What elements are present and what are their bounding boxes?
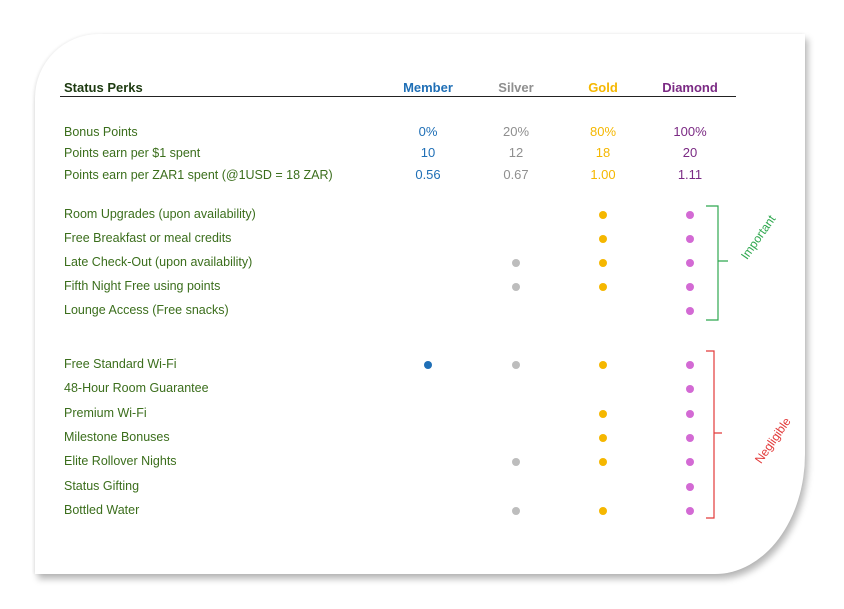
perk-dot-gold — [599, 283, 607, 291]
numeric-value-member: 10 — [420, 145, 436, 160]
perks-card — [35, 34, 805, 574]
perk-label: Elite Rollover Nights — [64, 454, 177, 469]
perk-dot-member — [424, 361, 432, 369]
perk-dot-diamond — [686, 433, 694, 442]
numeric-value-member: 0% — [418, 124, 438, 139]
perk-label: Status Gifting — [64, 478, 140, 493]
numeric-value-silver: 12 — [508, 145, 524, 160]
perk-dot-silver — [512, 259, 520, 267]
numeric-value-diamond: 1.11 — [677, 167, 703, 182]
numeric-row-label: Bonus Points — [64, 125, 138, 139]
perk-label: Lounge Access (Free snacks) — [64, 303, 229, 317]
perk-dot-gold — [599, 458, 607, 467]
numeric-value-silver: 0.67 — [503, 167, 529, 182]
perk-dot-diamond — [686, 283, 694, 291]
numeric-row-label: Points earn per ZAR1 spent (@1USD = 18 Z… — [64, 168, 333, 182]
perk-label: Late Check-Out (upon availability) — [64, 255, 253, 269]
perk-dot-gold — [599, 409, 607, 418]
perk-dot-diamond — [686, 458, 694, 467]
tier-diamond-header: Diamond — [662, 80, 718, 95]
perk-dot-diamond — [686, 385, 694, 394]
perk-dot-gold — [599, 506, 607, 515]
header-divider — [60, 96, 736, 97]
perk-dot-silver — [512, 283, 520, 291]
perk-dot-gold — [599, 235, 607, 243]
numeric-value-silver: 20% — [502, 124, 530, 139]
perk-dot-diamond — [686, 307, 694, 315]
perk-label: Milestone Bonuses — [64, 429, 170, 444]
perk-dot-diamond — [686, 361, 694, 369]
perk-label: Bottled Water — [64, 502, 140, 517]
tier-gold-header: Gold — [588, 80, 618, 95]
perk-label: 48-Hour Room Guarantee — [64, 381, 209, 396]
perk-label: Fifth Night Free using points — [64, 279, 221, 293]
perk-dot-diamond — [686, 482, 694, 491]
perk-dot-diamond — [686, 409, 694, 418]
numeric-row-label: Points earn per $1 spent — [64, 146, 201, 160]
status-perks-header: Status Perks — [64, 80, 143, 95]
perk-dot-diamond — [686, 259, 694, 267]
tier-silver-header: Silver — [498, 80, 534, 95]
numeric-value-diamond: 100% — [673, 124, 707, 139]
perk-dot-gold — [599, 361, 607, 369]
perk-label: Free Breakfast or meal credits — [64, 231, 232, 245]
perk-label: Free Standard Wi-Fi — [64, 357, 177, 371]
numeric-value-gold: 80% — [589, 124, 617, 139]
perk-dot-gold — [599, 259, 607, 267]
perk-dot-gold — [599, 211, 607, 219]
perk-label: Room Upgrades (upon availability) — [64, 207, 256, 221]
negligible-brace — [706, 350, 722, 519]
perk-dot-silver — [512, 458, 520, 467]
perk-dot-diamond — [686, 506, 694, 515]
numeric-value-diamond: 20 — [682, 145, 698, 160]
numeric-value-member: 0.56 — [415, 167, 441, 182]
numeric-value-gold: 18 — [595, 145, 611, 160]
perk-dot-silver — [512, 361, 520, 369]
numeric-value-gold: 1.00 — [590, 167, 616, 182]
perk-dot-diamond — [686, 211, 694, 219]
important-brace — [706, 205, 728, 321]
perk-label: Premium Wi-Fi — [64, 405, 147, 420]
tier-member-header: Member — [403, 80, 453, 95]
perk-dot-silver — [512, 506, 520, 515]
perk-dot-diamond — [686, 235, 694, 243]
perk-dot-gold — [599, 433, 607, 442]
